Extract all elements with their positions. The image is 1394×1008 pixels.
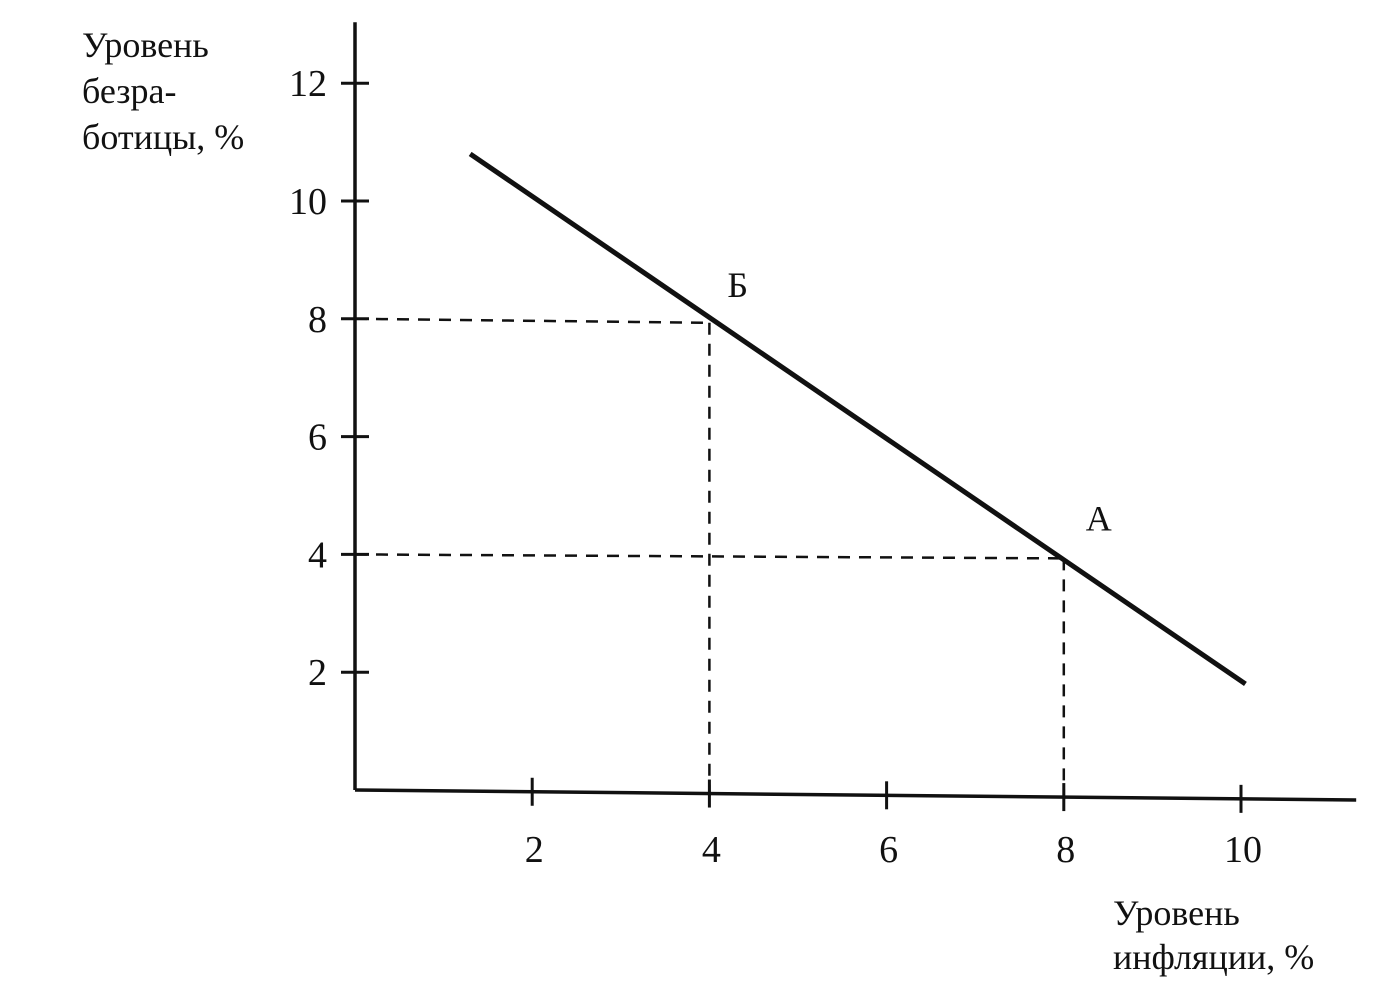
guide-h-2 bbox=[354, 553, 1064, 560]
guide-h-1 bbox=[354, 317, 710, 325]
x-axis-title-line-2: инфляции, % bbox=[1113, 937, 1314, 977]
x-tick-label-4: 4 bbox=[702, 829, 721, 871]
y-tick-label-8: 8 bbox=[308, 299, 327, 341]
x-tick-label-10: 10 bbox=[1224, 829, 1262, 871]
x-tick-label-2: 2 bbox=[525, 829, 544, 871]
x-tick-label-6: 6 bbox=[879, 829, 898, 871]
y-axis-title-line-3: ботицы, % bbox=[82, 117, 244, 157]
y-tick-label-6: 6 bbox=[308, 417, 327, 459]
y-tick-label-10: 10 bbox=[289, 181, 327, 223]
series-layer bbox=[468, 151, 1247, 687]
y-tick-label-2: 2 bbox=[308, 652, 327, 694]
point-label-2: А bbox=[1086, 498, 1112, 538]
x-tick-label-8: 8 bbox=[1056, 829, 1075, 871]
x-axis-line bbox=[354, 788, 1357, 802]
x-axis-title-line-1: Уровень bbox=[1113, 893, 1240, 933]
axes: 2 4 6 8 10 12 2 4 6 8 10 bbox=[289, 22, 1357, 871]
series-line-1 bbox=[468, 151, 1247, 687]
y-axis-title-line-1: Уровень bbox=[82, 25, 209, 65]
projection-guides bbox=[354, 317, 1066, 800]
y-axis-title-line-2: безра- bbox=[82, 71, 176, 111]
y-tick-label-12: 12 bbox=[289, 63, 327, 105]
y-tick-label-4: 4 bbox=[308, 534, 327, 576]
point-label-1: Б bbox=[727, 265, 748, 305]
